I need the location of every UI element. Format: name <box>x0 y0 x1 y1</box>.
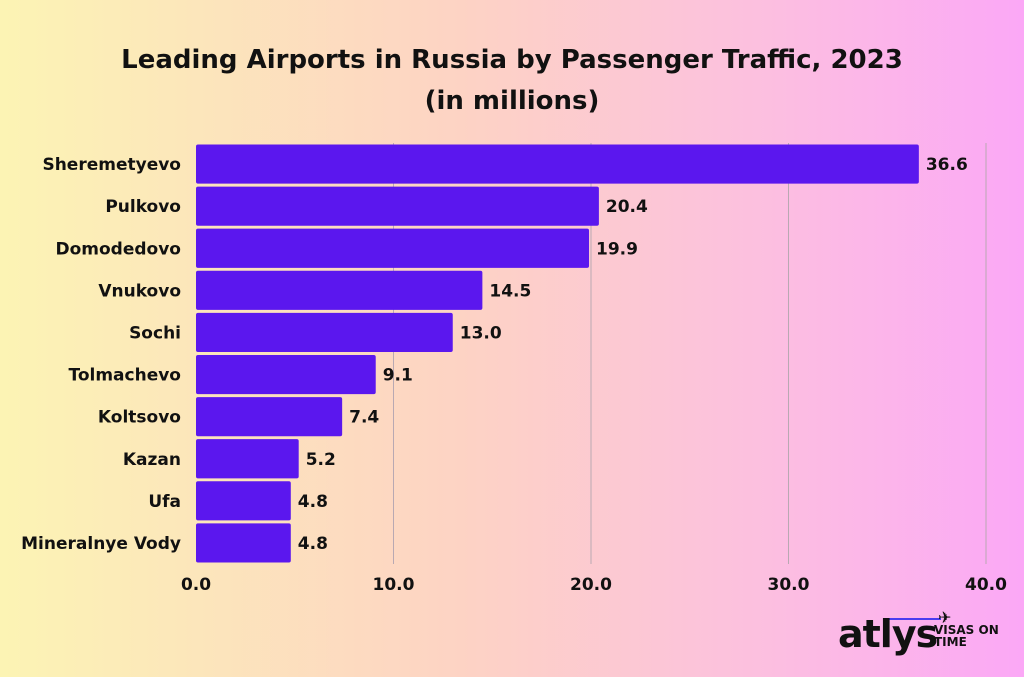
bar <box>196 312 453 353</box>
x-axis-ticks: 0.0 10.0 20.0 30.0 40.0 <box>181 575 1007 595</box>
logo-wordmark: atlys <box>838 612 938 656</box>
value-label: 4.8 <box>298 492 328 512</box>
category-label: Vnukovo <box>98 281 181 301</box>
category-label: Pulkovo <box>105 197 181 217</box>
bar <box>196 354 376 395</box>
x-tick-label: 30.0 <box>768 575 810 595</box>
value-labels: 36.6 20.4 19.9 14.5 13.0 9.1 7.4 5.2 4.8 4.8 <box>298 155 968 554</box>
bar <box>196 523 291 563</box>
value-label: 14.5 <box>489 281 531 301</box>
bar <box>196 270 483 310</box>
category-label: Sochi <box>129 323 181 343</box>
category-label: Koltsovo <box>98 408 181 428</box>
bar <box>196 144 919 184</box>
value-label: 13.0 <box>460 323 502 343</box>
bar <box>196 228 590 268</box>
category-label: Domodedovo <box>56 239 182 259</box>
chart-title: Leading Airports in Russia by Passenger … <box>121 45 903 75</box>
x-tick-label: 0.0 <box>181 575 211 595</box>
value-label: 20.4 <box>606 197 648 217</box>
chart-subtitle: (in millions) <box>424 86 600 116</box>
bar <box>196 481 291 521</box>
logo-underline <box>885 618 941 620</box>
category-label: Tolmachevo <box>68 366 181 386</box>
value-label: 9.1 <box>383 366 413 386</box>
x-tick-label: 10.0 <box>373 575 415 595</box>
bar <box>196 186 599 226</box>
category-labels: Sheremetyevo Pulkovo Domodedovo Vnukovo Soch… <box>21 155 181 554</box>
x-tick-label: 20.0 <box>570 575 612 595</box>
bar <box>196 439 299 479</box>
value-label: 5.2 <box>306 450 336 470</box>
x-tick-label: 40.0 <box>965 575 1007 595</box>
category-label: Mineralnye Vody <box>21 534 181 554</box>
value-label: 19.9 <box>596 239 638 259</box>
bar <box>196 397 343 437</box>
category-label: Kazan <box>123 450 181 470</box>
value-label: 36.6 <box>926 155 968 175</box>
airplane-icon: ✈ <box>938 608 952 627</box>
category-label: Sheremetyevo <box>42 155 181 175</box>
value-label: 4.8 <box>298 534 328 554</box>
logo-tagline: VISAS ON TIME <box>934 623 999 649</box>
bars <box>196 144 919 563</box>
atlys-logo: ✈ atlys VISAS ON TIME <box>838 608 1008 662</box>
value-label: 7.4 <box>349 408 379 428</box>
category-label: Ufa <box>148 492 181 512</box>
